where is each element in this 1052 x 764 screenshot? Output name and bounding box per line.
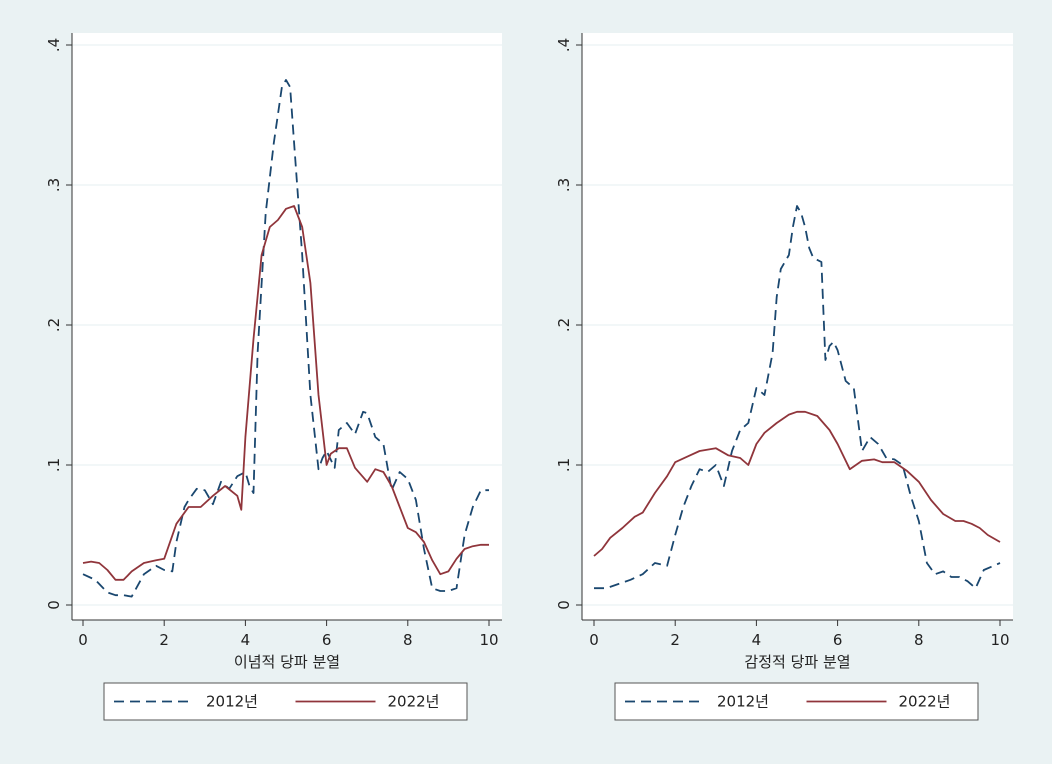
x-axis-title: 이념적 당파 분열 [234,653,340,671]
right-panel: .4 .3 .2 .1 0 0 2 4 6 8 10 감정적 당파 분열 2012년 2022년 [555,33,1013,721]
y-tick-label: .2 [555,318,573,332]
x-axis-title: 감정적 당파 분열 [744,653,850,671]
legend-label: 2022년 [899,693,951,711]
plot-area [72,33,502,620]
x-tick-label: 2 [159,631,169,649]
y-tick-label: .3 [555,178,573,192]
legend: 2012년 2022년 [103,682,468,721]
x-tick-label: 0 [78,631,88,649]
y-tick-label: .1 [45,458,63,472]
series-line-2012 [82,79,489,598]
x-tick-label: 8 [403,631,413,649]
x-tick-label: 10 [479,631,498,649]
y-tick-label: .4 [555,38,573,52]
legend-label: 2012년 [206,693,258,711]
x-tick-label: 10 [990,631,1009,649]
x-tick-label: 4 [752,631,762,649]
y-tick-label: .1 [555,458,573,472]
series-line-2022 [82,205,489,581]
legend-label: 2022년 [388,693,440,711]
series-line-2012 [594,205,1001,590]
x-tick-label: 8 [914,631,924,649]
y-tick-label: .4 [45,38,63,52]
legend: 2012년 2022년 [614,682,979,721]
y-tick-label: .3 [45,178,63,192]
plot-area [582,33,1013,620]
x-tick-label: 6 [833,631,843,649]
x-tick-label: 0 [589,631,599,649]
x-tick-label: 6 [322,631,332,649]
y-tick-label: .2 [45,318,63,332]
x-tick-label: 4 [241,631,251,649]
left-panel: .4 .3 .2 .1 0 0 2 4 6 8 10 이념적 당파 분열 2012년 2022년 [45,33,502,721]
y-tick-label: 0 [555,600,573,610]
series-line-2022 [593,410,1001,557]
x-tick-label: 2 [670,631,680,649]
y-tick-label: 0 [45,600,63,610]
legend-label: 2012년 [717,693,769,711]
